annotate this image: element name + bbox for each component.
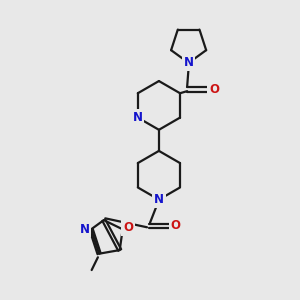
Text: O: O <box>170 219 180 232</box>
Text: O: O <box>209 83 219 96</box>
Text: N: N <box>184 56 194 69</box>
Text: O: O <box>123 221 133 234</box>
Text: N: N <box>154 193 164 206</box>
Text: N: N <box>80 223 90 236</box>
Text: N: N <box>133 111 143 124</box>
